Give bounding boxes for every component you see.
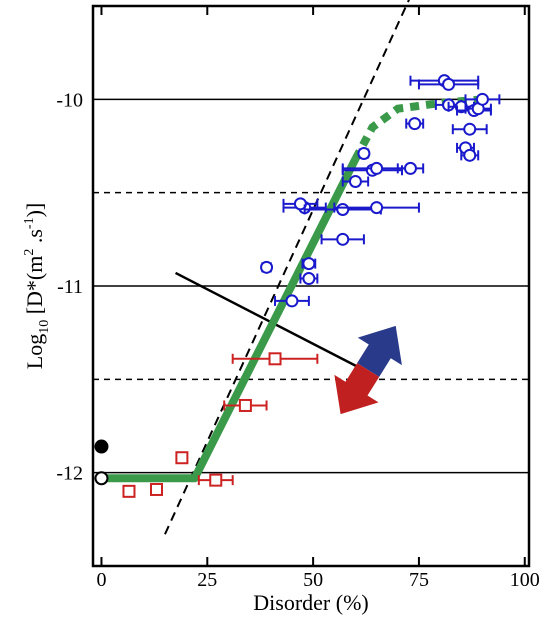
y-tick-label: -11	[57, 276, 83, 298]
data-point-circle	[442, 77, 456, 91]
arrow-up-blue	[357, 325, 402, 377]
data-point-circle	[336, 202, 350, 216]
grid-lines	[93, 98, 529, 474]
data-point-square	[175, 451, 189, 465]
data-point-square	[122, 484, 136, 498]
dashed-fit-line	[164, 0, 410, 535]
data-point-square	[149, 482, 163, 496]
x-tick-label: 50	[303, 569, 323, 591]
double-arrow	[334, 325, 402, 415]
data-point-circle	[293, 197, 307, 211]
plot-frame	[91, 4, 531, 568]
x-tick-label: 100	[510, 569, 540, 591]
data-point-filled-black	[94, 439, 109, 454]
y-axis-title: Log10 [D*(m2 .s-1)]	[22, 203, 52, 370]
data-point-circle	[302, 257, 316, 271]
data-point-circle	[370, 201, 384, 215]
green-fit-dotted	[351, 95, 483, 161]
arrow-down-red	[334, 363, 380, 415]
data-point-circle	[408, 117, 422, 131]
x-axis-title: Disorder (%)	[253, 590, 368, 615]
data-point-circle	[463, 148, 477, 162]
data-point-square	[209, 473, 223, 487]
data-point-circle	[260, 260, 274, 274]
data-point-square	[238, 398, 252, 412]
data-point-circle	[302, 272, 316, 286]
y-tick-label: -12	[56, 463, 83, 485]
data-point-circle	[285, 294, 299, 308]
data-point-open-black	[94, 471, 109, 486]
x-tick-label: 75	[409, 569, 429, 591]
data-point-circle	[370, 161, 384, 175]
x-tick-label: 25	[197, 569, 217, 591]
data-point-circle	[348, 174, 362, 188]
data-point-circle	[475, 92, 489, 106]
data-point-circle	[336, 232, 350, 246]
data-point-circle	[403, 161, 417, 175]
axis-ticks: 0 25 50 75 100 -10 -11 -12	[56, 6, 540, 591]
data-points	[94, 74, 501, 498]
data-point-circle	[357, 146, 371, 160]
data-point-circle	[463, 122, 477, 136]
x-tick-label: 0	[96, 569, 106, 591]
y-tick-label: -10	[56, 89, 83, 111]
data-point-square	[268, 352, 282, 366]
